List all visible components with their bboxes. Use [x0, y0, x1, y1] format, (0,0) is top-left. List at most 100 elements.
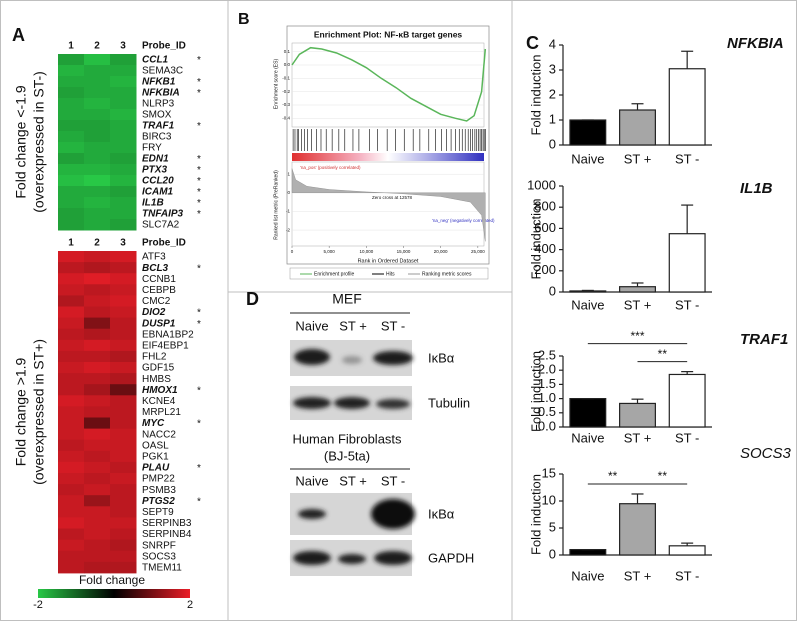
gene-label: MYC	[142, 418, 165, 429]
heatmap-cell	[84, 109, 111, 121]
legend-tick: -2	[33, 599, 43, 611]
heatmap-cell	[84, 317, 111, 330]
y-tick-label: 0.1	[284, 49, 291, 54]
y-tick-label: 1	[549, 111, 556, 126]
y-tick-label: 4	[549, 36, 556, 51]
heatmap-cell	[84, 251, 111, 263]
heatmap-cell	[84, 54, 111, 66]
bands	[298, 499, 415, 529]
heatmap-cell	[58, 406, 85, 418]
heatmap-cell	[110, 517, 137, 529]
gene-label: HMOX1	[142, 385, 178, 396]
heatmap-cell	[84, 561, 111, 574]
gene-label: OASL	[142, 440, 169, 451]
y-tick-label: 2.5	[538, 347, 556, 362]
y-tick-label: 15	[542, 465, 556, 480]
heatmap-cell	[110, 428, 137, 441]
colorbar	[38, 589, 190, 598]
significance-star: *	[197, 88, 201, 99]
x-tick-label: 10,000	[359, 249, 373, 254]
heatmap-cell	[110, 87, 137, 99]
heatmap-cell	[110, 362, 137, 374]
legend-title: Fold change	[79, 573, 145, 587]
heatmap-cell	[84, 164, 111, 176]
gene-label: SMOX	[142, 110, 172, 121]
column-header: Probe_ID	[142, 41, 186, 52]
group-label: (overexpressed in ST-)	[31, 71, 47, 213]
heatmap-cell	[58, 164, 85, 176]
heatmap-cell	[110, 339, 137, 352]
heatmap-cell	[58, 473, 85, 485]
panel-label: A	[12, 25, 25, 45]
gene-label: SOCS3	[142, 551, 176, 562]
x-tick-label: 20,000	[434, 249, 448, 254]
heatmap-cell	[84, 484, 111, 496]
gene-label: CCL20	[142, 176, 174, 187]
y-tick-label: 1000	[527, 177, 556, 192]
bar	[668, 545, 706, 556]
gene-label: MRPL21	[142, 407, 181, 418]
gsea-frame	[286, 25, 490, 265]
y-axis-label: Fold induction	[528, 351, 543, 432]
heatmap-cell	[84, 473, 111, 485]
heatmap-cell	[110, 219, 137, 231]
gene-label: EBNA1BP2	[142, 329, 194, 340]
heatmap-cell	[58, 517, 85, 529]
annotation: 'na_pos' (positively correlated)	[300, 165, 361, 170]
heatmap-cell	[84, 384, 111, 396]
band-label: Tubulin	[428, 395, 470, 410]
heatmap-cell	[110, 65, 137, 77]
column-header: 2	[94, 41, 100, 52]
group-label: Fold change >1.9	[13, 357, 29, 466]
significance-star: *	[197, 463, 201, 474]
heatmap-cell	[110, 54, 137, 66]
heatmap-cell	[84, 450, 111, 463]
heatmap-cell	[110, 295, 137, 307]
gene-label: SLC7A2	[142, 220, 180, 231]
y-tick-label: 0	[287, 190, 290, 195]
heatmap-cell	[110, 473, 137, 485]
heatmap-cell	[84, 142, 111, 154]
heatmap-cell	[110, 251, 137, 263]
x-tick-label: ST -	[675, 568, 699, 583]
legend-label: Enrichment profile	[314, 271, 355, 277]
column-header: 1	[68, 238, 74, 249]
heatmap-cell	[84, 98, 111, 110]
y-tick-label: 0	[549, 136, 556, 151]
gene-label: TNFAIP3	[142, 209, 184, 220]
gene-label: PSMB3	[142, 485, 176, 496]
heatmap-cell	[110, 131, 137, 143]
panel-label: D	[246, 289, 259, 309]
bar	[668, 68, 706, 146]
y-tick-label: 200	[534, 262, 556, 277]
heatmap-cell	[84, 76, 111, 88]
y-axis-label: Fold induction	[528, 55, 543, 136]
heatmap-cell	[58, 528, 85, 541]
heatmap-cell	[84, 208, 111, 220]
heatmap-cell	[58, 306, 85, 319]
gene-label: HMBS	[142, 374, 171, 385]
heatmap-cell	[84, 439, 111, 452]
gene-label: EIF4EBP1	[142, 340, 189, 351]
significance-star: *	[197, 319, 201, 330]
gene-label: PTGS2	[142, 496, 175, 507]
heatmap-cell	[110, 484, 137, 496]
enrichment-curve	[291, 46, 487, 122]
x-tick-label: 15,000	[397, 249, 411, 254]
heatmap-cell	[58, 175, 85, 187]
heatmap-cell	[58, 54, 85, 66]
bar	[569, 548, 607, 556]
heatmap-cell	[84, 550, 111, 563]
x-tick-label: ST +	[624, 297, 652, 312]
lane-label: Naive	[295, 318, 328, 333]
heatmap-cell	[84, 120, 111, 132]
significance-star: *	[197, 198, 201, 209]
heatmap-cell	[84, 495, 111, 507]
gene-label: NFKB1	[142, 77, 176, 88]
gene-label: NACC2	[142, 429, 176, 440]
chart-title: NFKBIA	[727, 35, 784, 52]
heatmap-cell	[110, 109, 137, 121]
significance-star: *	[197, 77, 201, 88]
y-tick-label: 800	[534, 199, 556, 214]
heatmap-cell	[110, 450, 137, 463]
